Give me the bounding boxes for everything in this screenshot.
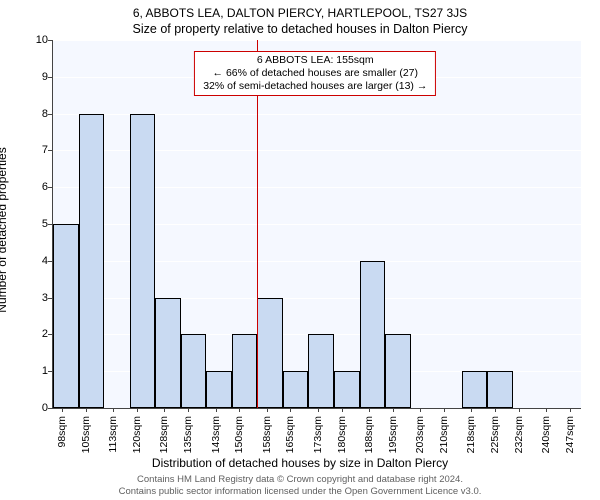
x-tick-mark [239,408,240,412]
annotation-line: 6 ABBOTS LEA: 155sqm [203,54,427,67]
histogram-bar [308,334,334,408]
x-tick-mark [546,408,547,412]
x-tick-mark [570,408,571,412]
x-tick-mark [86,408,87,412]
y-tick-label: 4 [8,255,48,267]
annotation-box: 6 ABBOTS LEA: 155sqm← 66% of detached ho… [194,51,436,96]
plot-area: 6 ABBOTS LEA: 155sqm← 66% of detached ho… [52,40,581,409]
y-tick-label: 0 [8,402,48,414]
histogram-bar [130,114,156,408]
y-tick-label: 1 [8,365,48,377]
x-tick-mark [267,408,268,412]
histogram-bar [360,261,386,408]
histogram-bar [155,298,181,408]
x-tick-mark [420,408,421,412]
y-tick-label: 6 [8,181,48,193]
x-tick-mark [444,408,445,412]
x-tick-mark [290,408,291,412]
annotation-line: 32% of semi-detached houses are larger (… [203,80,427,93]
y-tick-label: 8 [8,108,48,120]
address-line: 6, ABBOTS LEA, DALTON PIERCY, HARTLEPOOL… [0,6,600,20]
y-tick-label: 10 [8,34,48,46]
y-tick-label: 3 [8,292,48,304]
footer-line-1: Contains HM Land Registry data © Crown c… [0,474,600,485]
histogram-bar [283,371,309,408]
x-tick-mark [216,408,217,412]
y-tick-label: 5 [8,218,48,230]
histogram-bar [462,371,488,408]
y-tick-label: 7 [8,144,48,156]
x-tick-mark [369,408,370,412]
x-tick-mark [188,408,189,412]
x-tick-mark [393,408,394,412]
x-axis-label: Distribution of detached houses by size … [0,456,600,470]
x-tick-mark [62,408,63,412]
x-tick-mark [137,408,138,412]
annotation-line: ← 66% of detached houses are smaller (27… [203,67,427,80]
histogram-bar [257,298,283,408]
histogram-bar [79,114,105,408]
y-tick-label: 9 [8,71,48,83]
x-tick-mark [318,408,319,412]
x-tick-mark [519,408,520,412]
gridline [53,40,581,41]
x-tick-mark [471,408,472,412]
histogram-bar [206,371,232,408]
histogram-bar [181,334,207,408]
histogram-bar [385,334,411,408]
histogram-bar [232,334,258,408]
chart-container: 6, ABBOTS LEA, DALTON PIERCY, HARTLEPOOL… [0,0,600,500]
x-tick-mark [495,408,496,412]
x-tick-mark [164,408,165,412]
histogram-bar [334,371,360,408]
footer-line-2: Contains public sector information licen… [0,486,600,497]
chart-subtitle: Size of property relative to detached ho… [0,22,600,36]
histogram-bar [53,224,79,408]
y-tick-label: 2 [8,328,48,340]
x-tick-mark [342,408,343,412]
histogram-bar [487,371,513,408]
x-tick-mark [113,408,114,412]
